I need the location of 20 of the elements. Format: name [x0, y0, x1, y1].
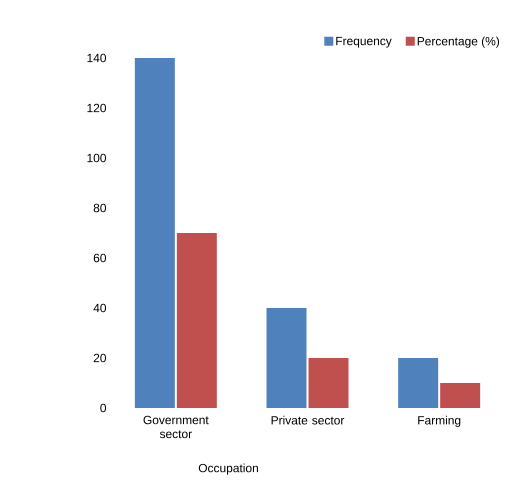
x-tick-label: Farming: [418, 416, 460, 427]
y-tick-label: 60: [94, 254, 106, 262]
y-tick-label: 100: [87, 154, 106, 162]
y-tick-label: 120: [87, 104, 106, 112]
y-tick-label: 0: [100, 404, 106, 412]
bar: [398, 358, 438, 408]
y-tick-label: 20: [94, 354, 106, 362]
y-tick-label: 140: [87, 54, 106, 62]
x-tick-label: Government sector: [144, 416, 209, 438]
bar: [266, 308, 307, 408]
legend-label: Percentage (%): [418, 36, 500, 48]
x-axis-title: Occupation: [198, 464, 258, 475]
bar: [134, 58, 175, 408]
bar: [308, 358, 348, 408]
y-tick-label: 80: [94, 204, 106, 212]
legend-label: Frequency: [336, 36, 392, 48]
x-tick-label: Private sector: [272, 416, 344, 425]
y-tick-label: 40: [93, 304, 106, 312]
bar: [440, 383, 480, 408]
bar: [176, 233, 217, 408]
